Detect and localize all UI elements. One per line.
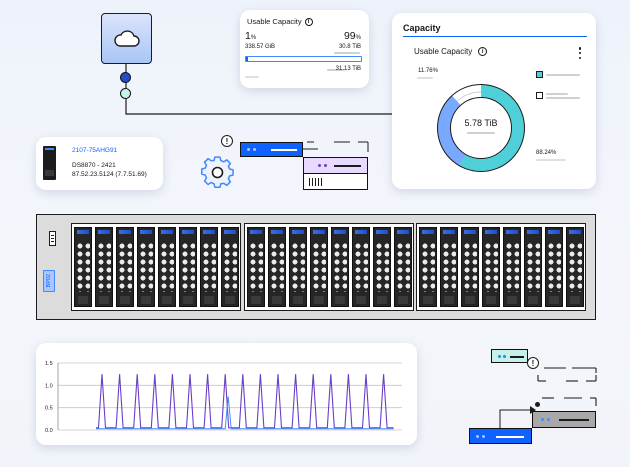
- chart-series-line: [96, 396, 394, 430]
- connector-node-blue: [120, 72, 131, 83]
- drive-bay[interactable]: [461, 227, 479, 307]
- usable-capacity-card[interactable]: Usable Capacity i 1% 338.57 GiB 99% 30.8…: [240, 10, 369, 88]
- server-unit-blue: [240, 142, 303, 157]
- drive-bay[interactable]: [268, 227, 286, 307]
- device-dashed-outline: [537, 367, 597, 406]
- performance-chart: 1.5 1.0 0.5 0.0: [45, 361, 402, 434]
- drive-bay[interactable]: [95, 227, 113, 307]
- server-unit-purple: [303, 157, 368, 174]
- device-unit-blue: [469, 428, 532, 444]
- drive-bay[interactable]: [74, 227, 92, 307]
- performance-chart-card[interactable]: 1.5 1.0 0.5 0.0: [36, 343, 417, 445]
- drive-bay[interactable]: [247, 227, 265, 307]
- connector-node-teal: [120, 88, 131, 99]
- storage-drive-icon: [43, 146, 56, 180]
- capacity-subtitle-row: Usable Capacity i: [414, 47, 488, 56]
- drive-bay[interactable]: [179, 227, 197, 307]
- capacity-subtitle: Usable Capacity: [414, 47, 473, 56]
- enclosure-badge: BP02: [43, 270, 55, 292]
- capacity-title: Capacity: [403, 23, 441, 33]
- drive-bay[interactable]: [116, 227, 134, 307]
- alert-icon[interactable]: !: [527, 357, 539, 369]
- drive-bay[interactable]: [394, 227, 412, 307]
- free-value: 30.8 TiB: [338, 44, 361, 50]
- info-icon[interactable]: i: [304, 17, 313, 26]
- device-unit-gray: [532, 411, 596, 428]
- kebab-menu-icon[interactable]: [578, 47, 582, 59]
- info-icon[interactable]: i: [478, 47, 488, 56]
- chart-y-tick: 1.5: [45, 361, 53, 367]
- device-card[interactable]: 2107-75AHG91 DS8870 - 2421 87.52.23.5124…: [36, 137, 163, 190]
- server-dashed-outline: [307, 141, 369, 152]
- device-id[interactable]: 2107-75AHG91: [72, 147, 118, 154]
- device-dot: [535, 402, 540, 407]
- chart-y-tick: 0.0: [45, 428, 53, 434]
- alert-icon[interactable]: !: [221, 135, 233, 147]
- usage-bar: [245, 56, 362, 62]
- server-unit-white: [303, 173, 368, 190]
- drive-bay[interactable]: [524, 227, 542, 307]
- cloud-tile[interactable]: [101, 13, 152, 64]
- drive-bay[interactable]: [419, 227, 437, 307]
- drive-bay[interactable]: [200, 227, 218, 307]
- capacity-donut: [437, 84, 525, 172]
- chart-y-tick: 0.5: [45, 406, 53, 412]
- drive-bay[interactable]: [373, 227, 391, 307]
- cloud-icon: [114, 30, 140, 47]
- drive-bay[interactable]: [221, 227, 239, 307]
- drive-bay[interactable]: [289, 227, 307, 307]
- drive-bay[interactable]: [566, 227, 584, 307]
- enclosure-handle-icon: [49, 231, 56, 246]
- device-model: DS8870 - 2421: [72, 162, 116, 169]
- capacity-card[interactable]: Capacity Usable Capacity i 11.76% 5.78 T…: [392, 13, 596, 189]
- legend-swatch-used: [536, 71, 543, 78]
- legend-swatch-free: [536, 92, 543, 99]
- drive-bay[interactable]: [545, 227, 563, 307]
- drive-bay[interactable]: [310, 227, 328, 307]
- chart-y-tick: 1.0: [45, 383, 53, 389]
- used-label: 11.76%: [418, 68, 438, 74]
- free-label: 88.24%: [536, 150, 557, 156]
- gear-icon[interactable]: [200, 155, 236, 191]
- drive-bay[interactable]: [158, 227, 176, 307]
- drive-bay[interactable]: [331, 227, 349, 307]
- donut-center-value: 5.78 TiB: [464, 118, 498, 128]
- chart-series-line: [96, 374, 394, 429]
- drive-bay[interactable]: [503, 227, 521, 307]
- total-value: 31.13 TiB: [335, 66, 361, 72]
- drive-bay[interactable]: [352, 227, 370, 307]
- usable-capacity-heading: Usable Capacity i: [247, 17, 313, 26]
- free-percent: 99%: [343, 30, 361, 42]
- drive-bay[interactable]: [137, 227, 155, 307]
- drive-bay[interactable]: [440, 227, 458, 307]
- drive-bay[interactable]: [482, 227, 500, 307]
- device-unit-teal: [491, 349, 528, 363]
- storage-enclosure[interactable]: BP02: [36, 214, 596, 320]
- device-version: 87.52.23.5124 (7.7.51.69): [72, 171, 147, 178]
- used-value: 338.57 GiB: [245, 44, 276, 50]
- usable-capacity-title: Usable Capacity: [247, 17, 302, 26]
- used-percent: 1%: [245, 30, 257, 42]
